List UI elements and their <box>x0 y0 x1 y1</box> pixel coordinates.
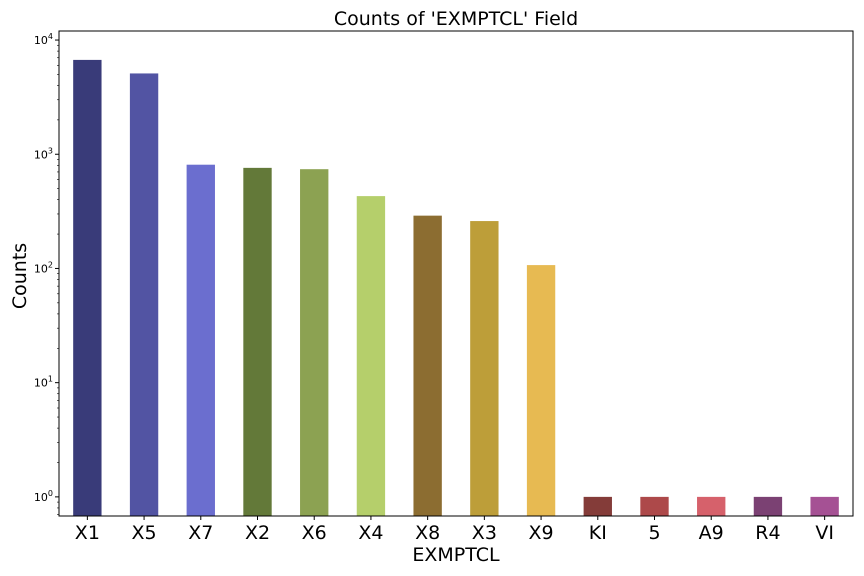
x-tick-label: X4 <box>358 522 383 544</box>
y-tick-label: 101 <box>34 375 53 390</box>
bar-r4 <box>753 496 783 516</box>
bar-ki <box>583 496 612 516</box>
bar-x6 <box>300 169 329 516</box>
bar-a9 <box>697 496 726 516</box>
y-axis-label: Counts <box>9 243 31 309</box>
bar-x2 <box>243 167 272 516</box>
x-tick-label: VI <box>815 522 834 544</box>
x-tick-label: X7 <box>188 522 213 544</box>
bar-x3 <box>470 221 499 516</box>
x-tick-label: R4 <box>755 522 780 544</box>
x-tick-label: X5 <box>132 522 157 544</box>
x-tick-label: X1 <box>75 522 100 544</box>
x-tick-label: X8 <box>415 522 440 544</box>
x-tick-label: KI <box>589 522 607 544</box>
y-tick-label: 104 <box>34 32 53 47</box>
chart-title: Counts of 'EXMPTCL' Field <box>334 8 578 30</box>
x-axis-label: EXMPTCL <box>412 544 500 566</box>
x-tick-label: X2 <box>245 522 270 544</box>
y-axis-ticks: 100 101 102 103 104 <box>34 32 59 515</box>
bar-5 <box>640 496 669 516</box>
bar-x5 <box>129 73 159 516</box>
x-tick-label: 5 <box>648 522 660 544</box>
x-axis-ticks: X1 X5 X7 X2 X6 X4 X8 X3 X9 KI 5 A9 R4 VI <box>75 516 834 544</box>
bars-group <box>73 59 839 516</box>
bar-vi <box>810 496 839 516</box>
bar-x4 <box>356 196 386 516</box>
x-tick-label: X9 <box>529 522 554 544</box>
bar-x1 <box>73 59 102 516</box>
plot-frame <box>58 30 854 517</box>
y-tick-label: 100 <box>34 489 53 504</box>
y-tick-label: 103 <box>34 146 53 161</box>
x-tick-label: A9 <box>699 522 724 544</box>
x-tick-label: X3 <box>472 522 497 544</box>
x-tick-label: X6 <box>302 522 327 544</box>
bar-x7 <box>186 164 215 516</box>
bar-x9 <box>526 265 556 516</box>
y-tick-label: 102 <box>34 260 53 275</box>
bar-x8 <box>413 215 442 516</box>
